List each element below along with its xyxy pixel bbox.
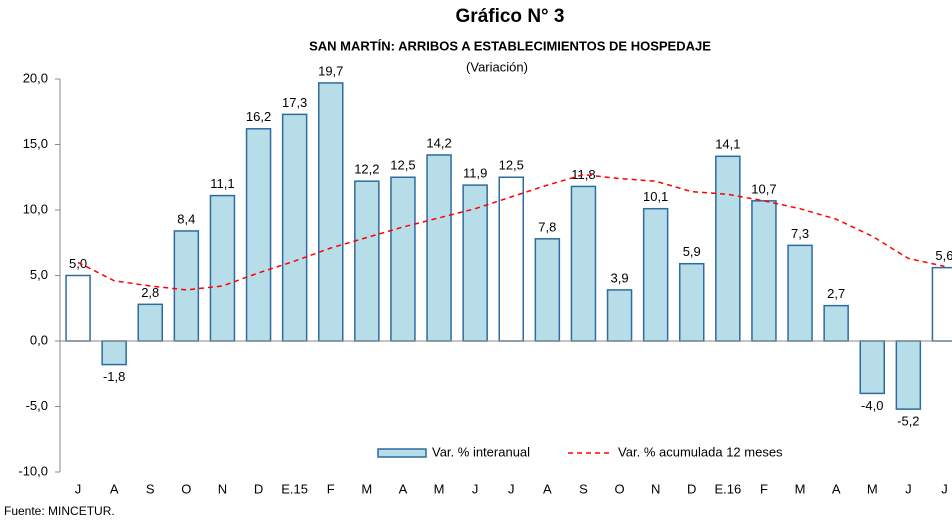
value-label: 11,9 xyxy=(463,166,487,181)
x-tick-label: S xyxy=(146,481,155,496)
bar xyxy=(570,185,597,342)
bar xyxy=(715,155,741,342)
value-label: 14,1 xyxy=(715,137,740,152)
x-tick-label: D xyxy=(254,481,263,496)
x-tick-label: O xyxy=(181,481,191,496)
value-label: 2,8 xyxy=(141,285,159,300)
value-label: -4,0 xyxy=(861,398,883,413)
x-tick-label: M xyxy=(867,481,878,496)
value-label: 5,6 xyxy=(935,248,952,263)
bar xyxy=(931,266,952,342)
value-label: -1,8 xyxy=(103,369,125,384)
bar xyxy=(318,82,344,342)
x-tick-label: J xyxy=(75,481,82,496)
line-series xyxy=(77,173,945,291)
x-tick-label: A xyxy=(543,481,552,496)
value-label: -5,2 xyxy=(897,414,919,429)
legend-swatch xyxy=(377,448,427,458)
bar xyxy=(426,154,452,342)
value-label: 14,2 xyxy=(426,135,451,150)
bar xyxy=(534,238,561,342)
value-label: 12,5 xyxy=(390,158,415,173)
legend-label: Var. % acumulada 12 meses xyxy=(618,444,783,459)
bar xyxy=(209,194,236,342)
bar xyxy=(354,180,380,342)
value-label: 11,1 xyxy=(210,176,234,191)
source-note: Fuente: MINCETUR. xyxy=(4,504,115,518)
value-label: 10,7 xyxy=(751,181,776,196)
x-tick-label: J xyxy=(905,481,912,496)
y-tick-label: 15,0 xyxy=(23,136,48,151)
y-tick-label: -10,0 xyxy=(18,463,48,478)
value-label: 12,2 xyxy=(354,162,379,177)
x-tick-label: N xyxy=(651,481,660,496)
bar xyxy=(642,207,669,342)
y-tick-label: 0,0 xyxy=(30,332,48,347)
legend-label: Var. % interanual xyxy=(432,444,530,459)
x-tick-label: F xyxy=(327,481,335,496)
value-label: 7,3 xyxy=(791,226,809,241)
x-tick-label: J xyxy=(508,481,515,496)
bar xyxy=(390,176,416,342)
value-label: 5,9 xyxy=(683,244,701,259)
x-tick-label: M xyxy=(361,481,372,496)
x-tick-label: D xyxy=(687,481,696,496)
x-tick-label: E.15 xyxy=(281,481,308,496)
bar xyxy=(245,128,272,342)
y-tick-label: 10,0 xyxy=(23,201,48,216)
bar xyxy=(787,244,813,342)
bar xyxy=(498,176,524,342)
x-tick-label: A xyxy=(399,481,408,496)
bar xyxy=(173,230,200,342)
value-label: 16,2 xyxy=(246,109,271,124)
value-label: 12,5 xyxy=(499,158,524,173)
bar xyxy=(823,304,849,342)
bar xyxy=(679,262,705,342)
bar xyxy=(606,289,633,342)
value-label: 8,4 xyxy=(177,211,195,226)
value-label: 10,1 xyxy=(643,189,668,204)
value-label: 17,3 xyxy=(282,95,307,110)
value-label: 3,9 xyxy=(611,270,629,285)
y-tick-label: 5,0 xyxy=(30,267,48,282)
x-tick-label: A xyxy=(110,481,119,496)
unit-note: (Variación) xyxy=(466,59,528,74)
x-tick-label: M xyxy=(434,481,445,496)
x-tick-label: O xyxy=(614,481,624,496)
bar xyxy=(859,340,885,395)
bar xyxy=(137,303,163,342)
x-tick-label: J xyxy=(941,481,948,496)
x-tick-label: M xyxy=(795,481,806,496)
value-label: 2,7 xyxy=(827,286,845,301)
chart-subtitle: SAN MARTÍN: ARRIBOS A ESTABLECIMIENTOS D… xyxy=(309,38,711,53)
x-tick-label: S xyxy=(579,481,588,496)
y-tick-label: -5,0 xyxy=(26,398,48,413)
bar xyxy=(751,200,777,342)
value-label: 7,8 xyxy=(538,219,556,234)
value-label: 11,8 xyxy=(571,167,595,182)
bar xyxy=(101,340,127,366)
x-tick-label: N xyxy=(218,481,227,496)
x-tick-label: E.16 xyxy=(714,481,741,496)
chart-title: Gráfico N° 3 xyxy=(456,6,565,27)
x-tick-label: J xyxy=(472,481,479,496)
y-tick-label: 20,0 xyxy=(23,70,48,85)
x-tick-label: F xyxy=(760,481,768,496)
bar xyxy=(65,274,91,342)
value-label: 5,0 xyxy=(69,256,87,271)
value-label: 19,7 xyxy=(318,63,343,78)
bar xyxy=(281,113,308,342)
bar xyxy=(895,340,922,410)
x-tick-label: A xyxy=(832,481,841,496)
